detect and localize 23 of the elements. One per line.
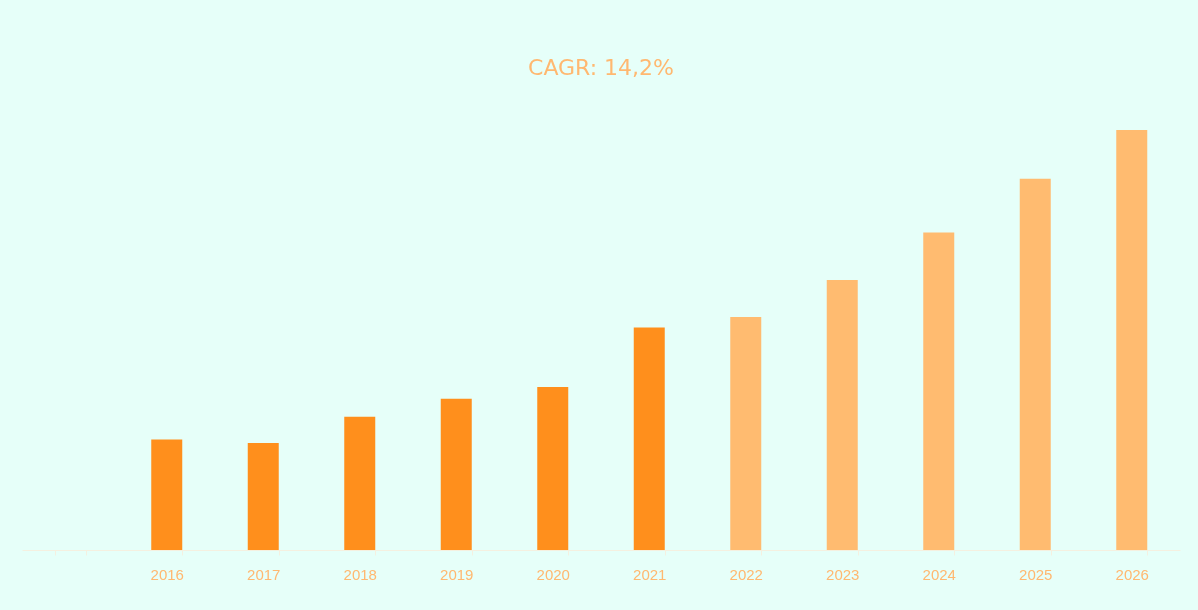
bar <box>730 316 762 550</box>
bar <box>151 439 183 550</box>
x-tick-label: 2019 <box>440 565 474 583</box>
x-tick-label: 2025 <box>1019 565 1053 583</box>
x-tick-label: 2022 <box>729 565 763 583</box>
bar <box>537 387 569 550</box>
chart-title: CAGR: 14,2% <box>528 55 674 80</box>
bar <box>1116 130 1148 550</box>
x-tick-label: 2021 <box>633 565 667 583</box>
x-tick-label: 2023 <box>826 565 860 583</box>
x-tick-label: 2020 <box>536 565 570 583</box>
bar <box>923 232 955 550</box>
bar <box>440 398 472 550</box>
bar <box>344 416 376 550</box>
x-tick-label: 2016 <box>150 565 184 583</box>
bar <box>826 279 858 550</box>
x-tick-label: 2026 <box>1115 565 1149 583</box>
x-tick-label: 2017 <box>247 565 281 583</box>
bar <box>247 442 279 550</box>
x-tick-label: 2018 <box>343 565 377 583</box>
bar <box>1019 178 1051 550</box>
bar <box>633 327 665 550</box>
x-tick-label: 2024 <box>922 565 956 583</box>
